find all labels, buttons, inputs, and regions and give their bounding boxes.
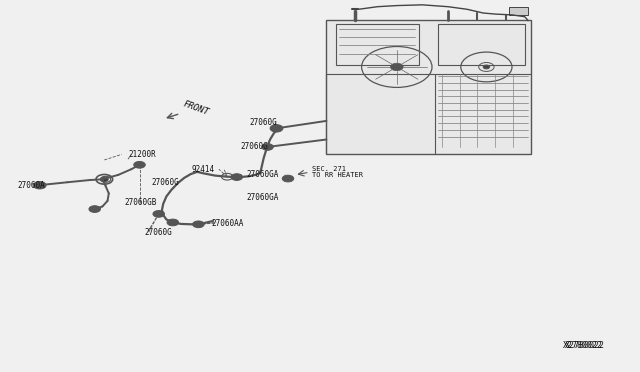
Circle shape <box>134 161 145 168</box>
Text: 27060GA: 27060GA <box>246 193 279 202</box>
Text: 27060GA: 27060GA <box>246 170 279 179</box>
Text: 92414: 92414 <box>192 165 215 174</box>
Circle shape <box>231 174 243 180</box>
Text: 27060A: 27060A <box>18 182 45 190</box>
Circle shape <box>89 206 100 212</box>
Text: 27060G: 27060G <box>144 228 172 237</box>
FancyBboxPatch shape <box>326 20 531 154</box>
Text: FRONT: FRONT <box>182 99 211 117</box>
Circle shape <box>483 65 490 69</box>
Circle shape <box>100 177 108 182</box>
Circle shape <box>167 219 179 226</box>
Text: SEC. 271: SEC. 271 <box>312 166 346 172</box>
Circle shape <box>282 175 294 182</box>
Circle shape <box>193 221 204 228</box>
Circle shape <box>390 63 403 71</box>
Circle shape <box>262 144 273 150</box>
Circle shape <box>270 125 283 132</box>
FancyBboxPatch shape <box>509 7 528 15</box>
Circle shape <box>153 211 164 217</box>
Text: 21200R: 21200R <box>128 150 156 159</box>
Circle shape <box>33 182 46 189</box>
Text: 27060AA: 27060AA <box>211 219 244 228</box>
Text: TO RR HEATER: TO RR HEATER <box>312 172 364 178</box>
Text: X2780022: X2780022 <box>563 341 604 350</box>
Text: X2780022: X2780022 <box>564 341 605 350</box>
Text: 27060GB: 27060GB <box>125 198 157 207</box>
Text: 27060G: 27060G <box>250 118 277 127</box>
Text: 27060G: 27060G <box>152 178 179 187</box>
Text: 27060G: 27060G <box>240 142 268 151</box>
